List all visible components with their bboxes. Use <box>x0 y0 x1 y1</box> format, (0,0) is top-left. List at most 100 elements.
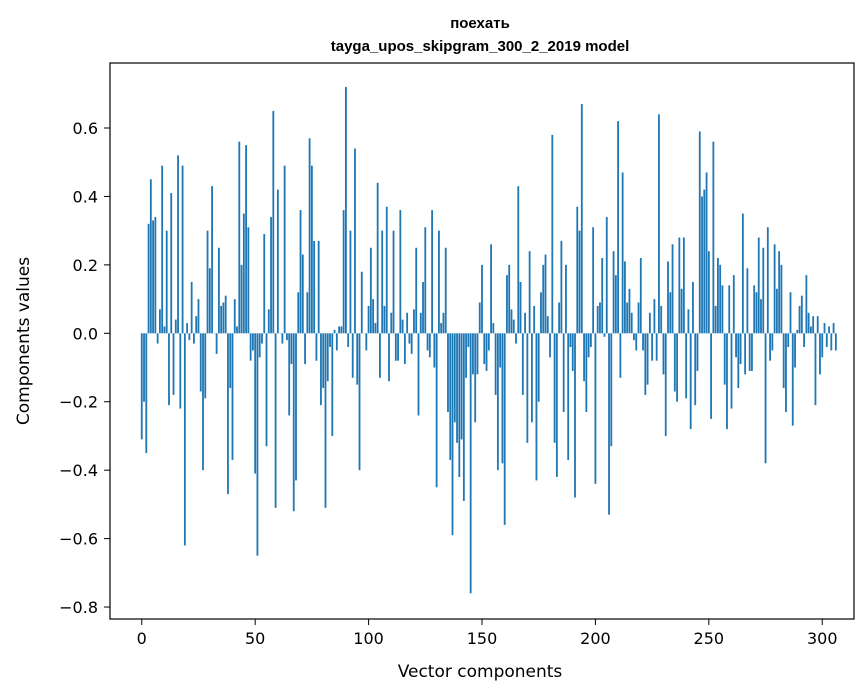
bar <box>487 333 490 351</box>
bar <box>809 326 812 334</box>
x-tick-label: 100 <box>353 629 384 648</box>
x-tick-label: 200 <box>580 629 611 648</box>
bar <box>310 165 313 334</box>
bar <box>426 333 429 351</box>
bar <box>251 333 254 351</box>
bar <box>667 261 669 334</box>
bar <box>442 312 445 334</box>
bar <box>283 165 286 334</box>
bar <box>757 237 760 334</box>
bar <box>535 333 538 481</box>
bar <box>428 333 431 358</box>
bar <box>816 316 819 334</box>
bar <box>365 333 368 351</box>
bar <box>719 264 722 334</box>
bar <box>324 333 327 508</box>
bar <box>499 333 502 368</box>
bar <box>390 312 393 334</box>
bar <box>383 305 386 334</box>
x-tick-label: 0 <box>137 629 147 648</box>
bar <box>347 333 350 347</box>
bar <box>596 305 599 334</box>
bar <box>356 333 359 385</box>
bar <box>272 110 275 334</box>
bar <box>569 333 572 347</box>
bar <box>617 121 620 334</box>
bar <box>156 333 159 344</box>
bar <box>646 333 649 385</box>
bar <box>748 333 751 371</box>
bar <box>766 227 769 334</box>
bar <box>193 333 195 344</box>
y-tick-label: 0.6 <box>73 119 98 138</box>
bar <box>787 333 790 347</box>
bar <box>385 206 388 334</box>
bar <box>281 333 284 344</box>
bar <box>333 329 336 334</box>
bar <box>360 271 363 334</box>
bar <box>689 333 692 430</box>
bar <box>379 333 381 378</box>
bar <box>623 261 626 334</box>
bar <box>800 295 803 334</box>
bar <box>354 148 356 334</box>
bar <box>231 333 234 460</box>
bar <box>771 333 774 351</box>
bar <box>462 333 465 501</box>
bar <box>458 333 461 478</box>
bar <box>639 258 642 334</box>
bar <box>490 244 492 334</box>
bar <box>240 264 243 334</box>
bar <box>664 333 667 436</box>
bar <box>290 333 293 365</box>
bar <box>413 309 415 334</box>
bar <box>227 333 229 495</box>
bar <box>256 333 259 556</box>
bar <box>199 333 202 392</box>
bar <box>651 333 654 361</box>
bar <box>399 210 402 334</box>
bar <box>358 333 361 471</box>
bar <box>701 196 703 334</box>
bar <box>369 247 372 334</box>
bar <box>560 240 563 334</box>
bar <box>642 333 644 351</box>
chart-subtitle: tayga_upos_skipgram_300_2_2019 model <box>331 38 630 55</box>
bar <box>807 312 810 334</box>
bar <box>242 213 245 334</box>
bar <box>315 333 318 361</box>
bar <box>834 333 837 351</box>
y-tick-label: 0.2 <box>73 256 98 275</box>
y-tick-label: −0.2 <box>59 393 98 412</box>
x-tick-label: 250 <box>694 629 725 648</box>
bar <box>637 302 640 334</box>
bar <box>728 285 731 334</box>
bar <box>605 216 608 334</box>
bar <box>587 333 590 358</box>
bar <box>388 333 390 382</box>
bar <box>494 333 497 395</box>
bar <box>453 333 456 423</box>
bar <box>710 333 713 419</box>
bar <box>512 319 515 334</box>
bar <box>714 305 717 334</box>
bar <box>576 206 579 334</box>
bar <box>152 220 155 334</box>
bar <box>274 333 277 508</box>
bar <box>744 333 747 375</box>
bar <box>270 216 272 334</box>
bar <box>565 264 567 334</box>
bar <box>263 234 266 334</box>
x-tick-label: 300 <box>807 629 838 648</box>
bar <box>739 333 742 365</box>
bar <box>161 165 164 334</box>
bar <box>782 333 785 389</box>
bar <box>170 193 173 334</box>
x-tick-label: 150 <box>467 629 498 648</box>
x-axis-ticks: 0 50 100 150 200 250 300 <box>137 619 838 648</box>
bar <box>403 333 406 365</box>
bar <box>599 302 601 334</box>
bar <box>644 333 647 395</box>
bar <box>397 333 399 361</box>
bar <box>465 333 468 378</box>
